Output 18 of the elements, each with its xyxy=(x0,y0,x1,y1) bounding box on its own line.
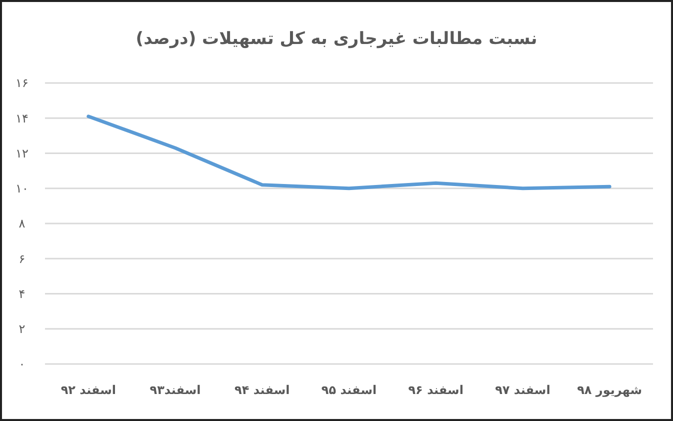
y-tick-label: ۸ xyxy=(18,216,26,231)
line-series xyxy=(86,114,612,190)
y-tick-label: ۶ xyxy=(18,252,26,266)
y-tick-label: ٠ xyxy=(18,357,26,372)
x-tick-label: شهریور ۹۸ xyxy=(577,383,642,397)
chart-title: نسبت مطالبات غیرجاری به کل تسهیلات (درصد) xyxy=(136,29,538,49)
y-tick-label: ۴ xyxy=(18,286,26,301)
y-tick-label: ۱۰ xyxy=(16,182,28,196)
y-tick-label: ۱۴ xyxy=(16,111,28,126)
y-tick-label: ۱۲ xyxy=(16,146,28,160)
x-tick-label: اسفند۹۳ xyxy=(150,383,201,397)
y-tick-label: ۲ xyxy=(18,322,26,336)
x-tick-label: اسفند ۹۵ xyxy=(321,383,377,397)
x-tick-label: اسفند ۹۶ xyxy=(408,383,464,397)
x-tick-label: اسفند ۹۷ xyxy=(495,383,550,397)
y-tick-label: ۱۶ xyxy=(16,76,28,90)
x-tick-label: اسفند ۹۴ xyxy=(234,383,290,397)
x-tick-label: اسفند ۹۲ xyxy=(60,383,116,397)
